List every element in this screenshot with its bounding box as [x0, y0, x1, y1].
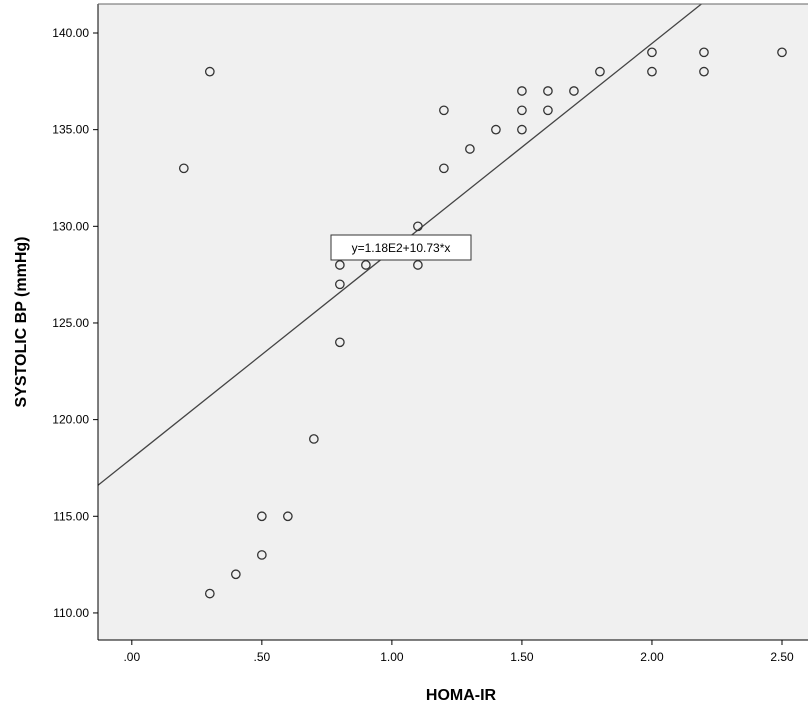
x-tick-label: .00 [123, 650, 140, 664]
x-tick-label: 2.50 [770, 650, 794, 664]
data-point [256, 511, 267, 522]
data-point [204, 66, 215, 77]
data-point [647, 66, 657, 77]
data-point [543, 105, 553, 116]
fit-equation-label: y=1.18E2+10.73*x [352, 241, 451, 255]
data-point [647, 47, 657, 58]
y-tick-label: 120.00 [52, 413, 89, 427]
data-point [569, 86, 579, 96]
data-point [335, 260, 345, 270]
data-point [777, 47, 787, 58]
y-tick-label: 115.00 [53, 509, 89, 523]
y-tick-label: 135.00 [52, 123, 89, 137]
data-point [413, 221, 423, 232]
x-tick-label: .50 [254, 650, 271, 664]
plot-area [98, 4, 808, 640]
x-axis-title: HOMA-IR [426, 687, 497, 704]
axes-layer: .00 .50 1.00 1.50 2.00 2.50 110.00 115.00 120.00… [52, 3, 808, 664]
data-point [517, 105, 527, 116]
data-point [178, 163, 189, 174]
y-tick-label: 110.00 [53, 606, 89, 620]
y-tick-label: 130.00 [52, 219, 89, 233]
data-point [413, 260, 423, 270]
data-point [595, 66, 605, 77]
y-tick-label: 140.00 [52, 26, 89, 40]
data-point [699, 66, 709, 77]
fit-annotation: y=1.18E2+10.73*x [330, 234, 472, 261]
data-point [335, 337, 345, 348]
data-point [335, 279, 345, 290]
data-point [230, 569, 241, 580]
data-point [517, 86, 527, 96]
data-point [699, 47, 709, 58]
x-tick-label: 2.00 [640, 650, 664, 664]
x-tick-label: 1.00 [380, 650, 404, 664]
points-layer [178, 47, 787, 599]
data-point [439, 163, 449, 174]
fit-equation-box [330, 234, 472, 261]
data-point [361, 260, 371, 270]
y-axis-title: SYSTOLIC BP (mmHg) [13, 237, 30, 408]
x-tick-label: 1.50 [510, 650, 534, 664]
y-tick-label: 125.00 [52, 316, 89, 330]
data-point [309, 434, 319, 444]
data-point [465, 144, 475, 154]
data-point [256, 550, 267, 560]
data-point [439, 105, 449, 116]
data-point [283, 511, 293, 522]
data-point [204, 588, 215, 599]
data-point [491, 124, 501, 135]
data-point [543, 86, 553, 96]
data-point [517, 124, 527, 135]
